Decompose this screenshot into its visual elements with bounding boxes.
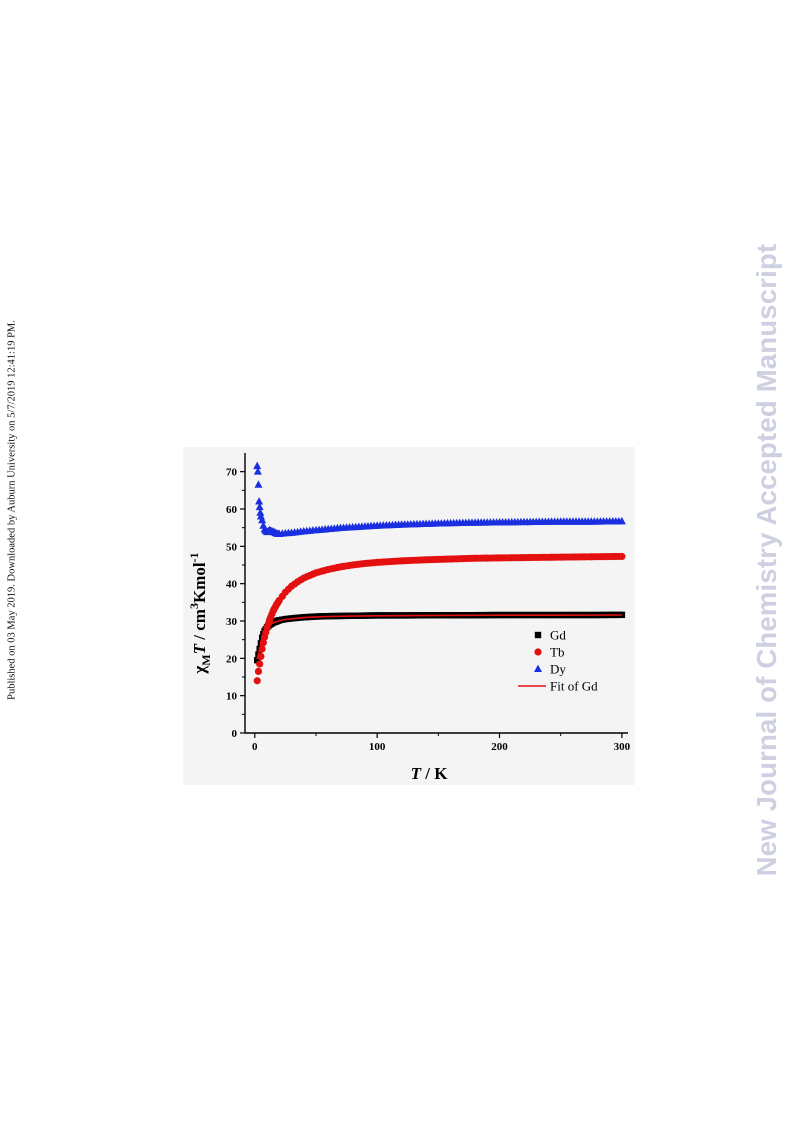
legend-item-dy: Dy bbox=[534, 662, 566, 677]
data-point-tb bbox=[253, 677, 261, 685]
data-series bbox=[253, 461, 626, 685]
series-dy bbox=[253, 461, 626, 538]
data-point-dy bbox=[258, 515, 267, 524]
x-tick-label: 100 bbox=[369, 741, 386, 753]
data-point-tb bbox=[618, 552, 626, 561]
y-tick-label: 70 bbox=[226, 467, 238, 479]
legend-item-gd: Gd bbox=[534, 628, 566, 643]
y-tick-label: 60 bbox=[226, 504, 238, 516]
y-tick-label: 0 bbox=[232, 728, 238, 740]
data-point-dy bbox=[255, 502, 264, 511]
publication-note: Published on 03 May 2019. Downloaded by … bbox=[3, 320, 21, 700]
data-point-dy bbox=[253, 467, 262, 475]
x-tick-label: 200 bbox=[491, 741, 508, 753]
legend: Gd Tb Dy Fit of Gd bbox=[518, 628, 598, 694]
legend-symbol bbox=[534, 631, 542, 639]
legend-label: Gd bbox=[550, 628, 566, 643]
series-tb bbox=[253, 552, 626, 685]
legend-label: Dy bbox=[550, 662, 566, 677]
data-point-dy bbox=[256, 508, 265, 516]
fit-line-gd bbox=[256, 614, 622, 660]
legend-label: Fit of Gd bbox=[550, 679, 598, 694]
figure-panel: 0 100 200 300 0 10 20 30 40 50 60 70 Gd Tb Dy Fit of G… bbox=[183, 447, 635, 785]
data-point-tb bbox=[257, 652, 265, 661]
x-axis-label: T / K bbox=[411, 764, 449, 783]
journal-watermark-text: New Journal of Chemistry Accepted Manusc… bbox=[751, 243, 782, 877]
x-tick-label: 300 bbox=[614, 741, 631, 753]
y-tick-label: 50 bbox=[226, 541, 238, 553]
y-tick-label: 40 bbox=[226, 579, 238, 591]
legend-label: Tb bbox=[550, 645, 564, 660]
legend-symbol bbox=[534, 664, 542, 672]
journal-watermark: New Journal of Chemistry Accepted Manusc… bbox=[745, 195, 789, 925]
data-point-dy bbox=[253, 461, 262, 470]
legend-symbol bbox=[534, 648, 542, 656]
legend-item-tb: Tb bbox=[534, 645, 564, 660]
series-gd bbox=[254, 611, 626, 664]
axes: 0 100 200 300 0 10 20 30 40 50 60 70 bbox=[226, 453, 631, 753]
y-axis-label: χMT / cm3Kmol-1 bbox=[187, 552, 213, 674]
y-tick-label: 10 bbox=[226, 691, 238, 703]
data-point-dy bbox=[255, 497, 264, 505]
legend-item-fit-of-gd: Fit of Gd bbox=[518, 679, 598, 694]
y-tick-label: 30 bbox=[226, 616, 238, 628]
x-tick-label: 0 bbox=[252, 741, 258, 753]
data-point-tb bbox=[254, 667, 263, 675]
data-point-dy bbox=[254, 480, 263, 488]
data-point-tb bbox=[256, 660, 264, 668]
data-point-gd bbox=[254, 657, 261, 664]
y-tick-label: 20 bbox=[226, 653, 238, 665]
data-point-dy bbox=[617, 516, 626, 525]
publication-note-text: Published on 03 May 2019. Downloaded by … bbox=[6, 320, 18, 700]
chart: 0 100 200 300 0 10 20 30 40 50 60 70 Gd Tb Dy Fit of G… bbox=[187, 453, 631, 783]
